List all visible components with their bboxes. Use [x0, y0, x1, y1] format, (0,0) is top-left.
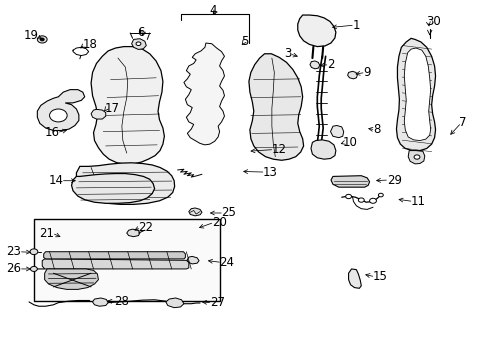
Text: 7: 7: [459, 116, 466, 129]
Circle shape: [414, 155, 420, 159]
Polygon shape: [408, 150, 425, 164]
Text: 1: 1: [352, 19, 360, 32]
Text: 16: 16: [44, 126, 59, 139]
Polygon shape: [331, 176, 369, 187]
Polygon shape: [91, 46, 164, 164]
Polygon shape: [331, 126, 343, 138]
Circle shape: [40, 38, 44, 41]
Polygon shape: [72, 174, 155, 203]
Text: 18: 18: [83, 38, 98, 51]
Text: 12: 12: [272, 143, 287, 156]
Text: 14: 14: [48, 174, 63, 187]
Circle shape: [345, 194, 351, 199]
Circle shape: [369, 198, 376, 203]
Polygon shape: [42, 259, 189, 269]
Polygon shape: [127, 229, 140, 237]
Polygon shape: [132, 39, 147, 49]
Polygon shape: [310, 61, 320, 69]
Text: 27: 27: [210, 296, 225, 309]
Circle shape: [49, 109, 67, 122]
Polygon shape: [93, 298, 108, 306]
Bar: [34, 219, 220, 301]
Polygon shape: [249, 54, 304, 160]
Text: 5: 5: [242, 35, 249, 49]
Text: 4: 4: [210, 4, 217, 17]
Text: 28: 28: [114, 296, 129, 309]
Circle shape: [30, 249, 38, 255]
Text: 2: 2: [327, 58, 335, 71]
Text: 22: 22: [139, 221, 153, 234]
Polygon shape: [184, 43, 224, 145]
Polygon shape: [298, 15, 336, 46]
Text: 9: 9: [363, 66, 371, 79]
Text: 24: 24: [220, 256, 235, 269]
Polygon shape: [37, 90, 85, 131]
Text: 20: 20: [212, 216, 227, 229]
Circle shape: [136, 42, 141, 45]
Text: 3: 3: [285, 47, 292, 60]
Text: 29: 29: [387, 174, 402, 186]
Text: 6: 6: [137, 26, 145, 39]
Text: 17: 17: [104, 102, 119, 115]
Circle shape: [358, 198, 364, 202]
Text: 25: 25: [221, 207, 236, 220]
Polygon shape: [91, 109, 106, 119]
Text: 8: 8: [373, 123, 380, 136]
Polygon shape: [76, 163, 174, 204]
Polygon shape: [347, 71, 357, 79]
Polygon shape: [396, 39, 436, 150]
Circle shape: [37, 36, 47, 43]
Text: 11: 11: [411, 195, 426, 208]
Text: 21: 21: [39, 226, 54, 239]
Text: 26: 26: [6, 262, 21, 275]
Text: 19: 19: [24, 29, 39, 42]
Polygon shape: [44, 252, 185, 259]
Text: 13: 13: [263, 166, 278, 179]
Polygon shape: [189, 208, 202, 216]
Polygon shape: [166, 298, 184, 308]
Polygon shape: [404, 48, 431, 140]
Text: 23: 23: [6, 245, 21, 258]
Polygon shape: [187, 256, 199, 264]
Polygon shape: [311, 140, 336, 159]
Text: 15: 15: [373, 270, 388, 283]
Polygon shape: [45, 269, 98, 289]
Text: 30: 30: [426, 15, 441, 28]
Text: 10: 10: [343, 136, 358, 149]
Circle shape: [378, 193, 383, 197]
Polygon shape: [348, 269, 361, 288]
Circle shape: [30, 266, 37, 271]
